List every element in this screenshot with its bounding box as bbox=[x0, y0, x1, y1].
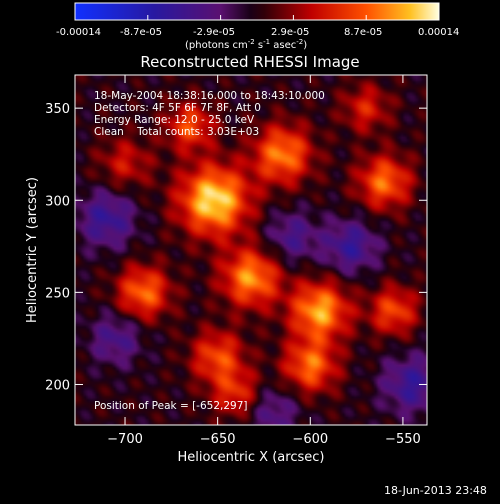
x-tick-label: −550 bbox=[385, 432, 421, 447]
colorbar-tick-label: 2.9e-05 bbox=[271, 27, 309, 38]
y-tick-label: 250 bbox=[45, 286, 70, 301]
x-tick-label: −600 bbox=[292, 432, 328, 447]
x-axis-label: Heliocentric X (arcsec) bbox=[178, 450, 325, 465]
footer-timestamp: 18-Jun-2013 23:48 bbox=[384, 484, 487, 497]
peak-position: Position of Peak = [-652,297] bbox=[94, 400, 248, 412]
colorbar-tick-label: -8.7e-05 bbox=[120, 27, 162, 38]
colorbar-tick-label: 8.7e-05 bbox=[344, 27, 382, 38]
info-clean-counts: Clean Total counts: 3.03E+03 bbox=[94, 126, 259, 138]
info-energy-range: Energy Range: 12.0 - 25.0 keV bbox=[94, 114, 255, 126]
axis-ticks bbox=[75, 75, 427, 425]
colorbar-ticks bbox=[74, 15, 440, 20]
info-detectors: Detectors: 4F 5F 6F 7F 8F, Att 0 bbox=[94, 102, 261, 114]
colorbar-units: (photons cm-2 s-1 asec-2) bbox=[185, 38, 307, 51]
tick-labels: −700 −650 −600 −550 200 250 300 350 bbox=[45, 102, 421, 447]
info-time-range: 18-May-2004 18:38:16.000 to 18:43:10.000 bbox=[94, 90, 325, 102]
plot-title: Reconstructed RHESSI Image bbox=[140, 53, 359, 71]
colorbar-tick-label: 0.00014 bbox=[418, 27, 459, 38]
y-tick-label: 300 bbox=[45, 194, 70, 209]
y-axis-label: Heliocentric Y (arcsec) bbox=[25, 177, 40, 323]
colorbar-tick-label: -0.00014 bbox=[56, 27, 101, 38]
plot-frame bbox=[74, 74, 428, 426]
y-tick-label: 200 bbox=[45, 378, 70, 393]
colorbar bbox=[74, 2, 440, 21]
heatmap-image bbox=[75, 75, 427, 425]
colorbar-tick-label: -2.9e-05 bbox=[193, 27, 235, 38]
x-tick-label: −650 bbox=[200, 432, 236, 447]
x-tick-label: −700 bbox=[107, 432, 143, 447]
y-tick-label: 350 bbox=[45, 102, 70, 117]
